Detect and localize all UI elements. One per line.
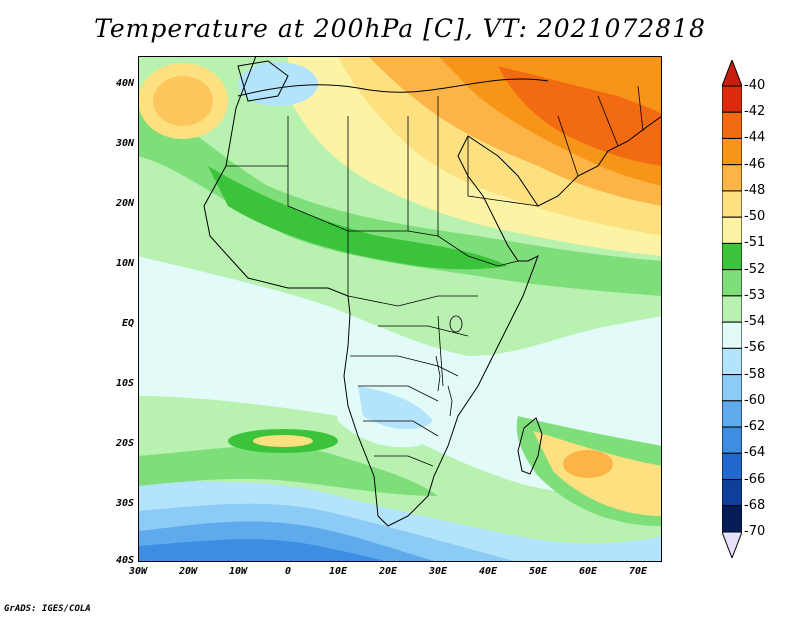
colorbar-swatch [722,85,742,113]
colorbar-label: -48 [744,182,766,198]
field-se-warm-core [563,450,613,478]
lat-label: 40N [115,78,134,89]
lat-label: 10S [115,378,134,389]
colorbar-swatch [722,374,742,402]
lat-label: 30S [115,498,134,509]
colorbar-label: -54 [744,314,766,330]
colorbar-swatch [722,242,742,271]
field-interior-58 [358,386,433,430]
lon-label: 50E [528,566,548,577]
map-frame [138,56,662,562]
colorbar-swatch [722,190,742,218]
colorbar-swatch [722,426,742,454]
lon-label: 10W [228,566,248,577]
colorbar-label: -66 [744,471,766,487]
lake-victoria [449,315,463,333]
field-band-53-south [138,445,438,496]
colorbar-label: -64 [744,445,766,461]
colorbar-swatch [722,216,742,244]
colorbar-bottom-arrow [722,531,742,558]
lon-label: 30W [128,566,148,577]
colorbar-label: -50 [744,209,766,225]
lon-label: 20E [378,566,398,577]
colorbar-label: -68 [744,497,766,513]
mediterranean-coast [237,78,549,97]
colorbar-swatch [722,347,742,376]
lon-label: 70E [628,566,648,577]
colorbar-label: -52 [744,261,766,277]
colorbar-swatch [722,137,742,166]
lat-label: 20S [115,438,134,449]
colorbar-label: -60 [744,392,766,408]
colorbar-label: -70 [744,524,766,539]
country-borders [226,85,644,467]
colorbar-label: -44 [744,130,766,146]
lon-label: 40E [478,566,498,577]
lon-label: 60E [578,566,598,577]
map-canvas [138,56,662,562]
lake-tanganyika [435,355,441,392]
colorbar-label: -53 [744,287,766,303]
lat-label: 30N [115,138,134,149]
colorbar-swatch [722,400,742,428]
colorbar [722,60,742,558]
colorbar-swatch [722,452,742,481]
lon-label: 30E [428,566,448,577]
colorbar-swatch [722,111,742,139]
field-band-64 [138,539,388,562]
field-sa-streak-core [253,435,313,447]
iberia-outline [237,60,289,102]
colorbar-top-arrow [722,60,742,87]
lon-label: 0 [284,566,292,577]
colorbar-label: -62 [744,419,766,435]
coastline [203,56,662,527]
madagascar-outline [517,417,543,475]
lat-label: 10N [115,258,134,269]
field-iberia-cold [238,62,318,106]
colorbar-swatch [722,269,742,297]
field-band-53 [138,96,662,296]
lon-label: 20W [178,566,198,577]
field-nw-warm-core [153,76,213,126]
colorbar-label: -58 [744,366,766,382]
colorbar-label: -56 [744,340,766,356]
colorbar-swatch [722,164,742,192]
credit-text: GrADS: IGES/COLA [4,604,91,614]
field-band-44 [498,66,662,166]
colorbar-label: -42 [744,104,766,120]
colorbar-label: -51 [744,235,766,251]
lat-label: 40S [115,555,134,566]
colorbar-label: -40 [744,78,766,93]
colorbar-swatch [722,321,742,349]
lon-label: 10E [328,566,348,577]
colorbar-label: -46 [744,156,766,172]
colorbar-swatch [722,295,742,323]
colorbar-swatch [722,479,742,507]
lake-malawi [447,385,453,417]
lat-label: 20N [115,198,134,209]
lat-label: EQ [121,318,134,329]
map-title: Temperature at 200hPa [C], VT: 202107281… [94,14,706,43]
colorbar-swatch [722,505,742,533]
temperature-map: 40N 30N 20N 10N EQ 10S 20S 30S 40S 30W 2… [116,56,662,577]
